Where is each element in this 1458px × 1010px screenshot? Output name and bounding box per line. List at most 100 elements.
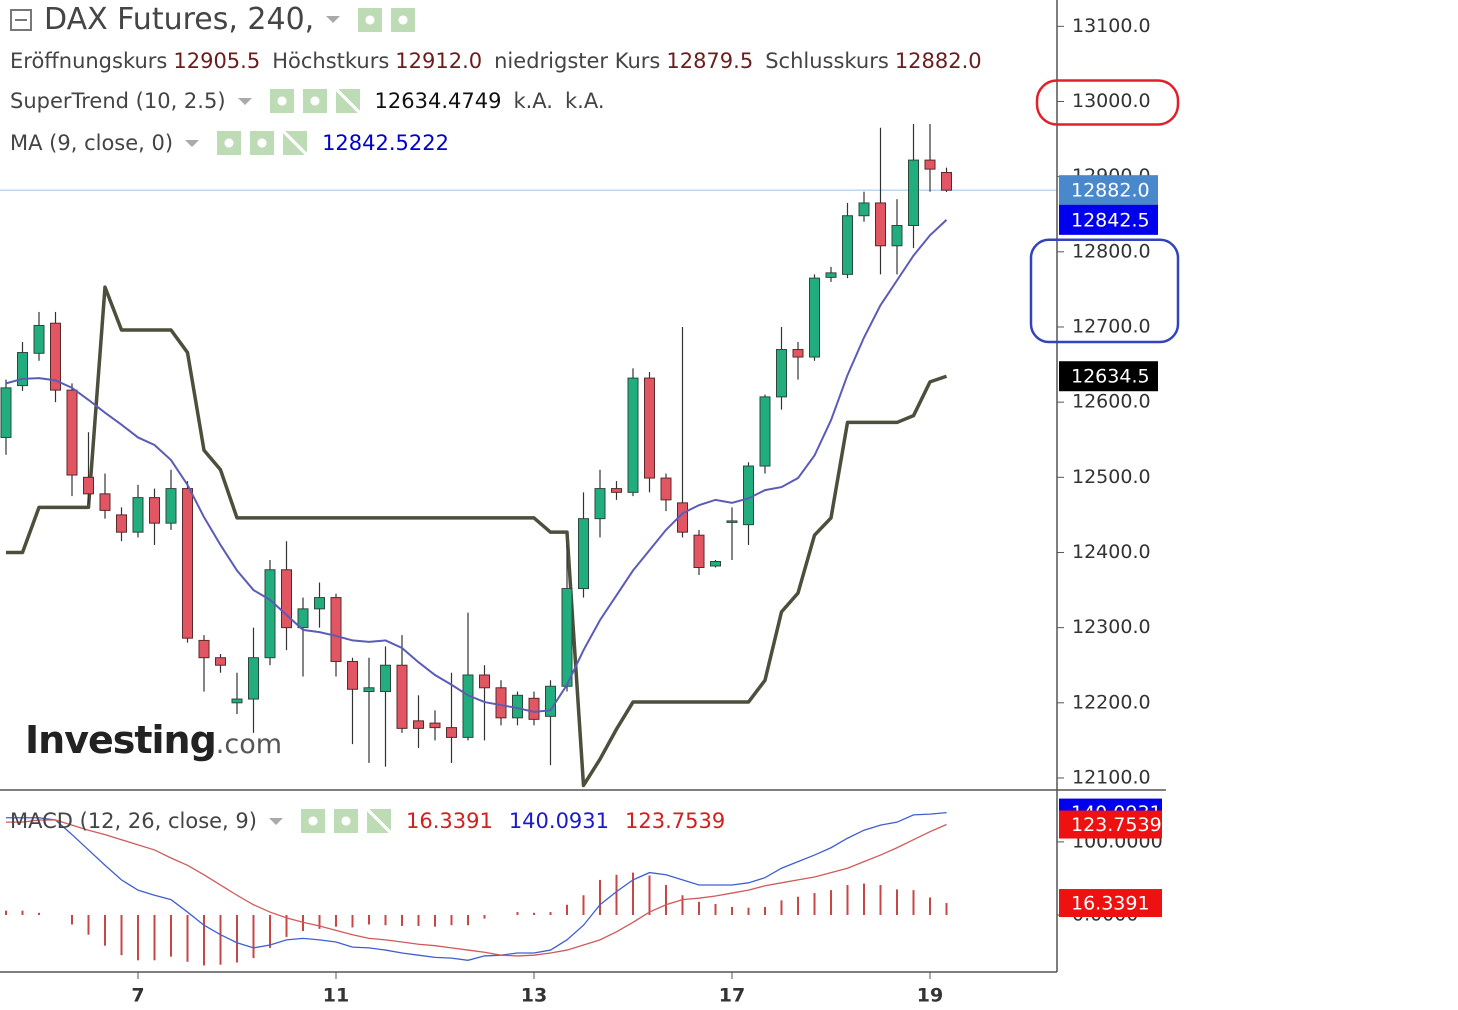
- macd-tag: [1059, 810, 1162, 839]
- y-tick-label: 13100.0: [1072, 15, 1151, 37]
- candle-body: [116, 514, 127, 533]
- legend-value: 12905.5: [173, 49, 261, 73]
- legend-name: MA (9, close, 0): [10, 131, 174, 155]
- candle-body: [50, 322, 61, 391]
- candle-body: [330, 597, 342, 662]
- legend-value: 12882.0: [894, 49, 982, 73]
- candle-body: [413, 720, 424, 729]
- legend-value: 12634.4749: [374, 89, 502, 113]
- candle-body: [33, 324, 45, 354]
- candle-body: [528, 697, 540, 720]
- candle-body: [726, 520, 738, 523]
- close-icon[interactable]: [283, 131, 308, 155]
- gear-icon[interactable]: [391, 7, 416, 32]
- legend-label: Eröffnungskurs: [10, 49, 168, 73]
- candle-body: [908, 159, 919, 226]
- candle-body: [941, 172, 952, 191]
- candle-body: [875, 202, 886, 247]
- ohlc-legend: Eröffnungskurs 12905.5 Höchstkurs 12912.0 ni…: [10, 49, 994, 73]
- y-tick-label: 12500.0: [1072, 466, 1151, 488]
- candle-body: [198, 639, 210, 659]
- candle-body: [561, 588, 573, 687]
- chart-title: DAX Futures, 240,: [44, 2, 315, 37]
- candle-body: [759, 396, 771, 467]
- legend-value: 140.0931: [508, 809, 610, 833]
- eye-icon[interactable]: [358, 7, 383, 32]
- y-tick-label: 12400.0: [1072, 541, 1151, 563]
- ma-line: [5, 219, 948, 713]
- eye-icon[interactable]: [217, 131, 242, 155]
- candle-body: [66, 389, 78, 476]
- candle-body: [363, 687, 375, 693]
- macd-line: [6, 811, 947, 961]
- candle-body: [792, 349, 804, 358]
- y-tick-label: 12200.0: [1072, 691, 1151, 713]
- supertrend-line: [6, 285, 948, 788]
- dropdown[interactable]: [237, 97, 252, 105]
- candle-body: [99, 493, 111, 511]
- candle-body: [297, 608, 309, 629]
- gear-icon[interactable]: [333, 809, 358, 833]
- close-icon[interactable]: [335, 89, 360, 113]
- ma-legend: MA (9, close, 0) 12842.5222: [10, 131, 449, 155]
- candle-body: [314, 597, 325, 610]
- candle-body: [825, 272, 837, 278]
- y-tick-label: 12300.0: [1072, 616, 1151, 638]
- eye-icon[interactable]: [269, 89, 294, 113]
- legend-value: k.A.: [513, 89, 553, 113]
- y-tick-label: 12800.0: [1072, 240, 1151, 262]
- dropdown[interactable]: [185, 139, 200, 147]
- candle-body: [891, 224, 903, 247]
- logo-text: Investing: [25, 718, 217, 762]
- candle-body: [842, 215, 853, 275]
- collapse-icon[interactable]: [10, 8, 32, 31]
- candle-body: [264, 569, 276, 659]
- price-tag-label: 12882.0: [1071, 180, 1150, 202]
- gear-icon[interactable]: [302, 89, 327, 113]
- candle-body: [776, 349, 787, 398]
- supertrend-legend: SuperTrend (10, 2.5) 12634.4749 k.A. k.A…: [10, 89, 605, 113]
- candle-body: [644, 377, 655, 479]
- macd-tag: [1059, 889, 1162, 918]
- candle-body: [231, 698, 243, 704]
- close-icon[interactable]: [366, 809, 391, 833]
- y-tick-label: 12700.0: [1072, 315, 1151, 337]
- candle-body: [743, 465, 754, 526]
- macd-tag-label: 123.7539: [1071, 814, 1162, 836]
- macd-tag-label: 16.3391: [1071, 893, 1150, 915]
- dropdown[interactable]: [326, 16, 341, 23]
- candle-body: [83, 476, 94, 495]
- candle-body: [693, 534, 705, 569]
- eye-icon[interactable]: [300, 809, 325, 833]
- legend-value: k.A.: [564, 89, 605, 113]
- candle-body: [479, 674, 490, 689]
- candle-body: [924, 159, 936, 170]
- candle-body: [594, 488, 606, 520]
- y-tick-label: 12600.0: [1072, 391, 1151, 413]
- price-tag: [1059, 204, 1158, 235]
- legend-value: 12912.0: [395, 49, 483, 73]
- candle-body: [710, 560, 721, 567]
- x-tick-label: 7: [131, 985, 144, 1007]
- legend-values: 16.3391 140.0931 123.7539: [400, 809, 735, 833]
- logo: Investing.com: [25, 718, 282, 762]
- candle-body: [660, 477, 672, 501]
- macd-pane: [5, 811, 948, 966]
- candle-body: [495, 687, 507, 719]
- candle-body: [182, 488, 193, 639]
- candle-body: [380, 664, 391, 693]
- gear-icon[interactable]: [250, 131, 275, 155]
- logo-text: .com: [215, 729, 283, 760]
- legend-name: MACD (12, 26, close, 9): [10, 809, 257, 833]
- dropdown[interactable]: [268, 817, 283, 825]
- candle-body: [809, 277, 820, 358]
- candle-body: [215, 657, 226, 666]
- macd-legend: MACD (12, 26, close, 9) 16.3391 140.0931 1…: [10, 809, 735, 833]
- y-tick-label: 13000.0: [1072, 90, 1151, 112]
- legend-value: 16.3391: [405, 809, 493, 833]
- candle-body: [462, 674, 474, 738]
- legend-label: niedrigster Kurs: [494, 49, 661, 73]
- candle-body: [347, 660, 358, 690]
